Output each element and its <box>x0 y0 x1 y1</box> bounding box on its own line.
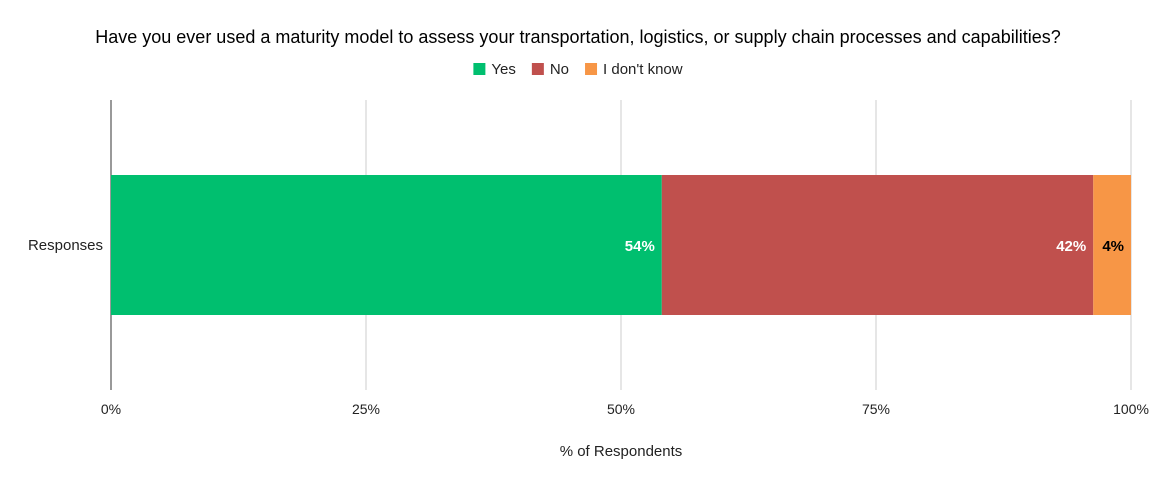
x-tick-label: 75% <box>862 401 890 417</box>
data-label: 54% <box>625 238 655 255</box>
x-tick-label: 25% <box>352 401 380 417</box>
x-tick-label: 0% <box>101 401 121 417</box>
bar-segment-i-don-t-know <box>1093 175 1131 315</box>
category-label: Responses <box>28 237 103 254</box>
legend-swatch <box>531 63 544 75</box>
data-label: 4% <box>1102 238 1124 255</box>
bars: 54% 42% 4% <box>111 175 1131 315</box>
chart-title: Have you ever used a maturity model to a… <box>95 27 1061 47</box>
legend-label: I don't know <box>603 61 683 78</box>
legend-label: Yes <box>491 61 515 78</box>
legend: Yes No I don't know <box>473 61 683 78</box>
legend-swatch <box>585 63 598 75</box>
data-label: 42% <box>1056 238 1086 255</box>
legend-label: No <box>550 61 569 78</box>
legend-swatch <box>473 63 486 75</box>
bar-segment-no <box>661 175 1094 315</box>
x-axis-ticks: 0% 25% 50% 75% 100% <box>101 401 1149 417</box>
bar-segment-yes <box>111 175 662 315</box>
x-tick-label: 100% <box>1113 401 1149 417</box>
y-axis-categories: Responses <box>28 237 103 254</box>
x-axis-title: % of Respondents <box>560 443 683 460</box>
x-tick-label: 50% <box>607 401 635 417</box>
